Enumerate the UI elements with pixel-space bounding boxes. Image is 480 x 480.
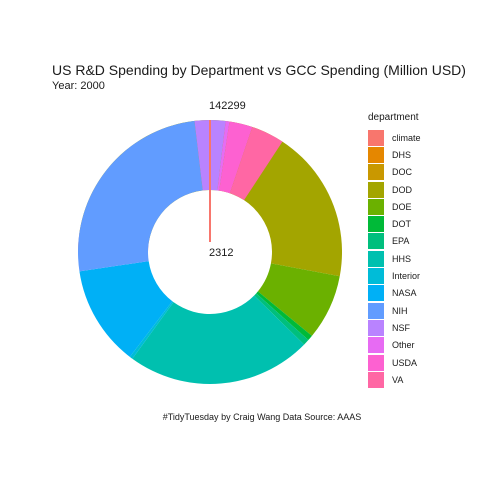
slice-interior — [129, 301, 174, 359]
legend-label: DOT — [392, 219, 411, 230]
legend-label: VA — [392, 374, 404, 385]
max-value-label: 142299 — [209, 100, 246, 112]
legend-swatch — [368, 337, 384, 354]
slice-nasa — [79, 261, 173, 357]
slice-dot — [256, 291, 312, 341]
legend-item-epa: EPA — [368, 233, 421, 250]
legend-items: climate DHS DOC DOD DOE DOT EPA HHS Interior NASA… — [368, 129, 421, 388]
legend-swatch — [368, 146, 384, 163]
legend-swatch — [368, 354, 384, 371]
legend-item-usda: USDA — [368, 354, 421, 371]
legend-swatch — [368, 250, 384, 267]
legend-swatch — [368, 198, 384, 215]
slice-doe — [257, 263, 340, 336]
min-value-label: 2312 — [209, 247, 233, 259]
legend-item-va: VA — [368, 371, 421, 388]
legend-swatch — [368, 233, 384, 250]
legend-swatch — [368, 302, 384, 319]
caption: #TidyTuesday by Craig Wang Data Source: … — [162, 412, 362, 422]
legend-item-climate: climate — [368, 129, 421, 146]
legend-label: DOC — [392, 167, 412, 178]
legend-label: NSF — [392, 322, 410, 333]
legend-item-dot: DOT — [368, 215, 421, 233]
legend-item-nasa: NASA — [368, 285, 421, 302]
chart-subtitle: Year: 2000 — [52, 80, 105, 92]
slice-hhs — [132, 295, 305, 384]
legend-label: NIH — [392, 305, 408, 316]
legend-item-interior: Interior — [368, 267, 421, 285]
legend-swatch — [368, 268, 384, 285]
legend-label: NASA — [392, 288, 417, 299]
legend-item-doc: DOC — [368, 164, 421, 181]
legend-swatch — [368, 285, 384, 302]
legend-title: department — [368, 112, 419, 123]
slice-va — [229, 126, 283, 201]
slice-nih — [78, 120, 203, 272]
legend-label: DOD — [392, 184, 412, 195]
legend-label: EPA — [392, 236, 410, 247]
legend-item-hhs: HHS — [368, 250, 421, 267]
legend-swatch — [368, 371, 384, 388]
slice-epa — [254, 293, 309, 345]
legend-item-nih: NIH — [368, 302, 421, 319]
chart-title: US R&D Spending by Department vs GCC Spe… — [52, 62, 466, 78]
legend-label: Interior — [392, 271, 421, 282]
legend: department climate DHS DOC DOD DOE DOT EPA HHS I… — [368, 112, 421, 388]
slice-usda — [219, 121, 253, 194]
legend-item-dod: DOD — [368, 181, 421, 198]
legend-swatch — [368, 216, 384, 233]
legend-label: climate — [392, 132, 421, 143]
slice-other — [217, 120, 230, 191]
legend-item-nsf: NSF — [368, 319, 421, 336]
legend-label: DOE — [392, 201, 412, 212]
legend-swatch — [368, 181, 384, 198]
legend-swatch — [368, 319, 384, 336]
legend-swatch — [368, 164, 384, 181]
legend-label: USDA — [392, 357, 418, 368]
legend-item-doe: DOE — [368, 198, 421, 215]
legend-label: DHS — [392, 149, 412, 160]
legend-item-dhs: DHS — [368, 146, 421, 163]
legend-item-other: Other — [368, 337, 421, 354]
legend-label: Other — [392, 340, 415, 351]
legend-label: HHS — [392, 253, 412, 264]
legend-swatch — [368, 129, 384, 146]
